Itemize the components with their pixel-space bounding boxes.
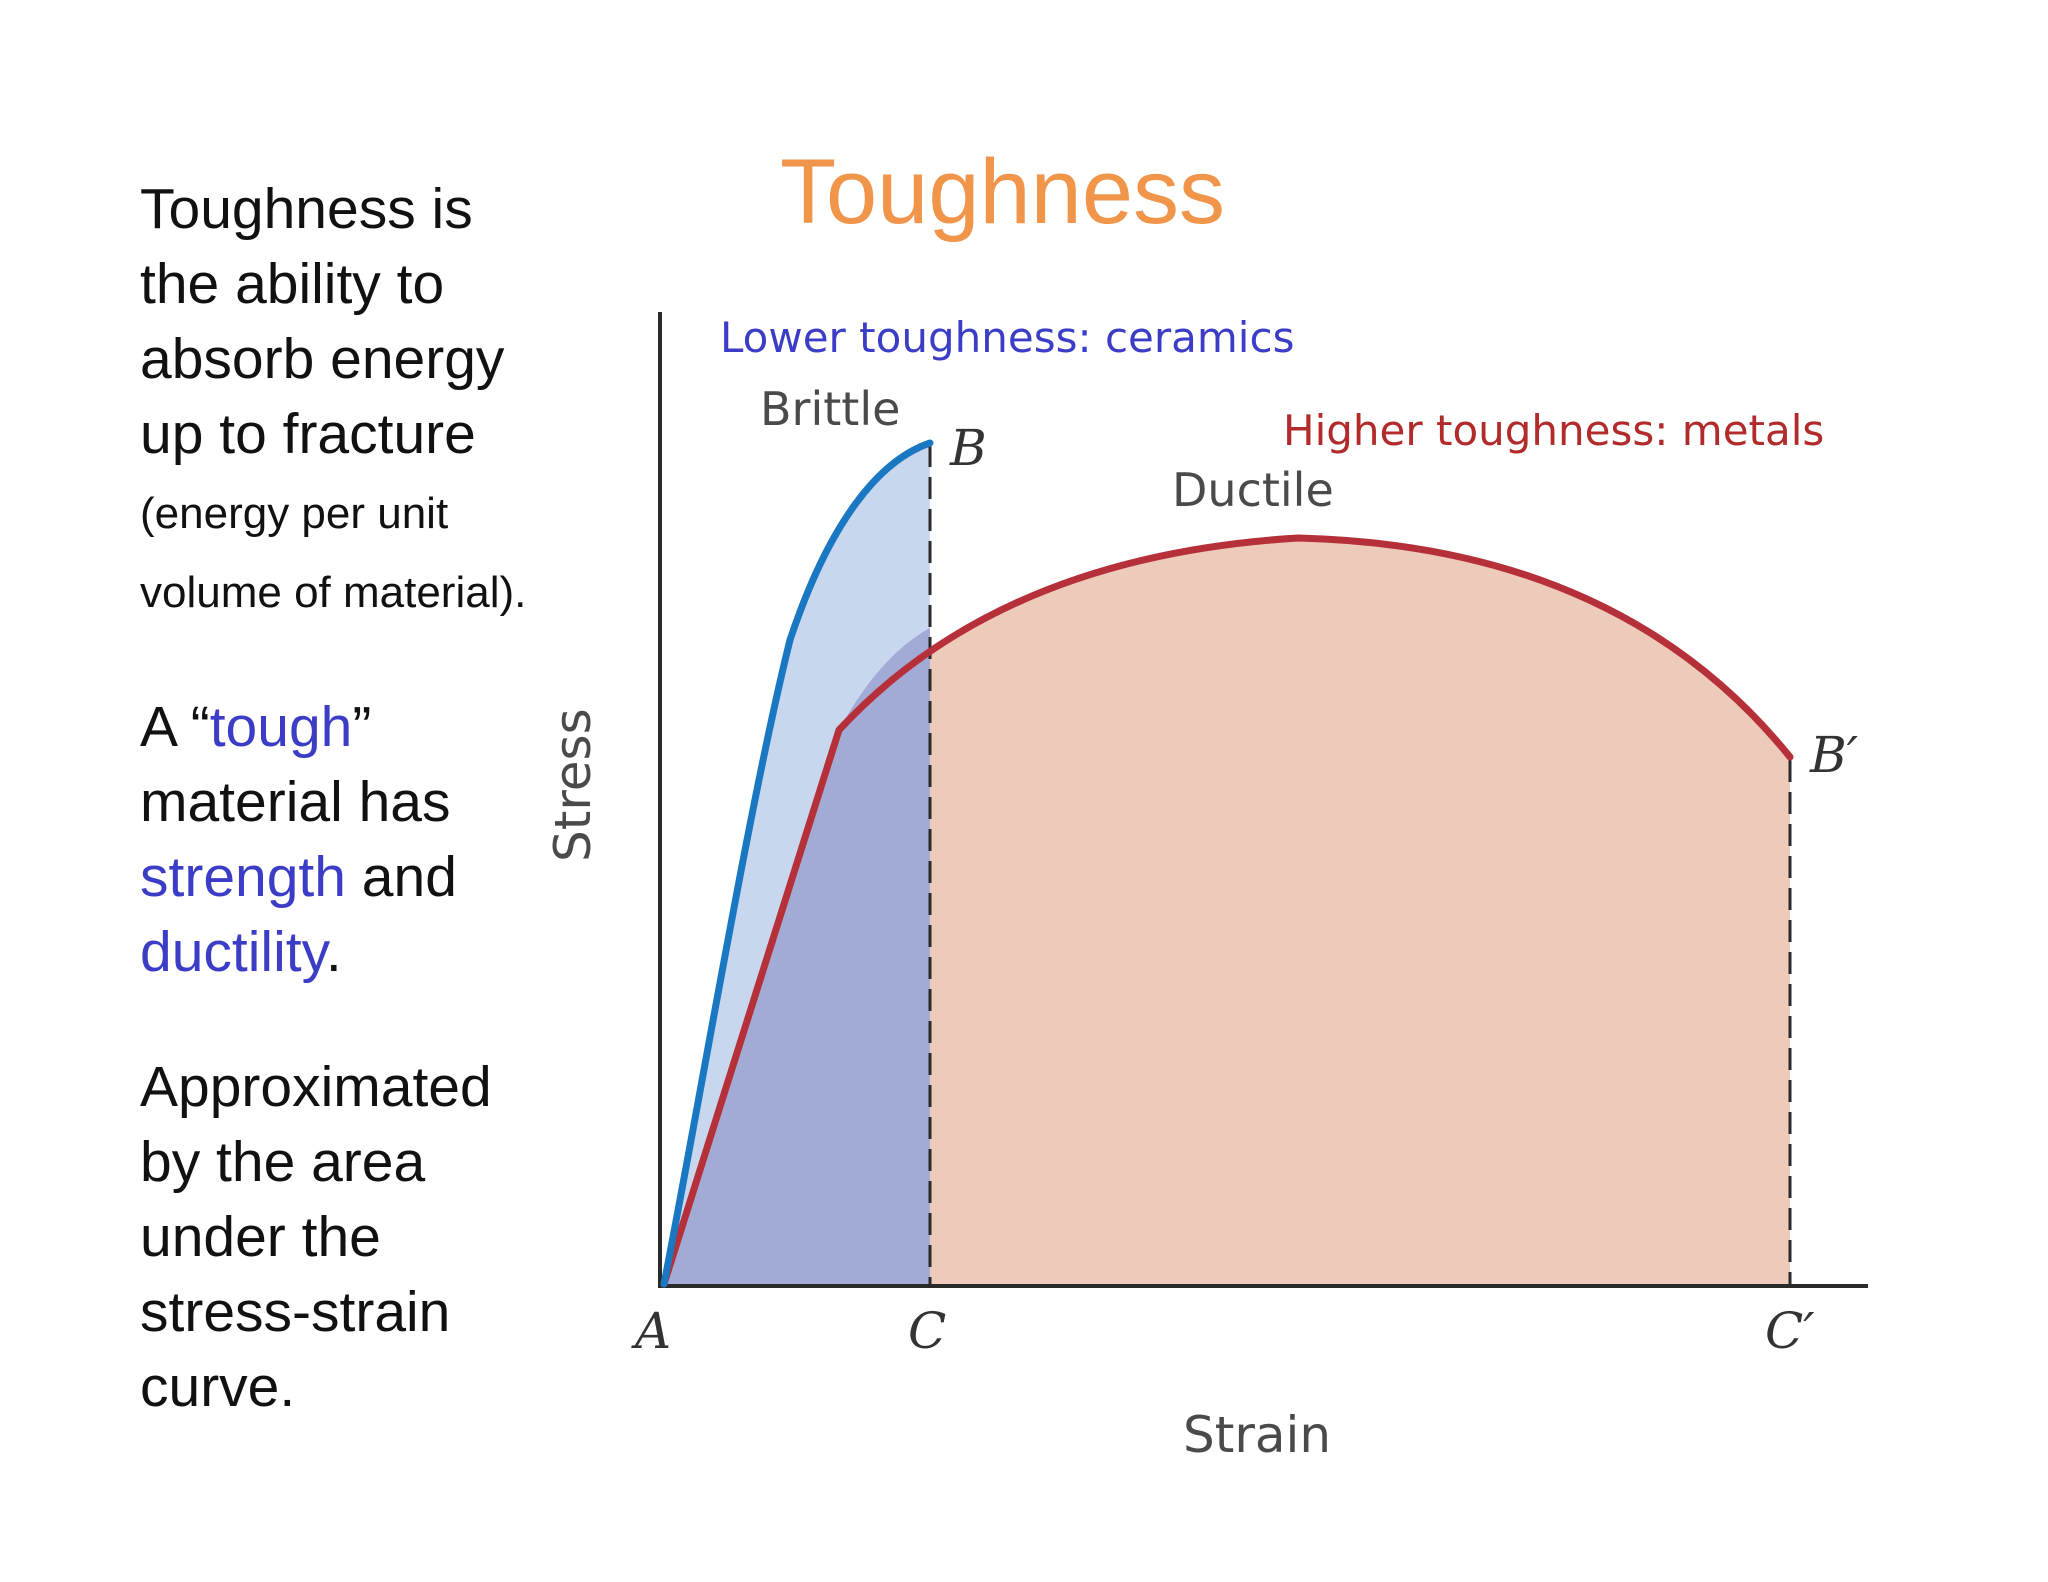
approximation-paragraph: Approximated by the area under the stres… [140, 1055, 492, 1419]
tough-material-paragraph: A “tough” material has strength and duct… [140, 690, 560, 990]
definition-note: (energy per unit volume of material). [140, 489, 527, 617]
and-text: and [345, 845, 457, 909]
brittle-curve [660, 439, 934, 1288]
definition-main: Toughness is the ability to absorb energ… [140, 177, 505, 466]
ductility-word: ductility [140, 920, 326, 984]
slide-title: Toughness [780, 141, 1225, 243]
point-b-label: B [949, 419, 987, 477]
y-axis-label: Stress [544, 708, 602, 862]
overlap-area [662, 628, 930, 1286]
period-text: . [325, 920, 342, 984]
strength-word: strength [140, 845, 346, 909]
point-a-label: A [631, 1302, 671, 1360]
tough-word: tough [209, 695, 353, 759]
brittle-label: Brittle [760, 382, 900, 436]
point-c-label: C [908, 1302, 946, 1360]
x-axis-label: Strain [1183, 1406, 1331, 1464]
higher-toughness-annotation: Higher toughness: metals [1283, 406, 1824, 455]
quote-open-text: A “ [140, 695, 210, 759]
lower-toughness-annotation: Lower toughness: ceramics [720, 313, 1294, 362]
explanation-text: Toughness is the ability to absorb energ… [140, 172, 560, 1425]
ductile-curve [660, 534, 1794, 1288]
material-has-text: ” material has [140, 695, 451, 834]
ductile-area [662, 538, 1790, 1286]
definition-paragraph: Toughness is the ability to absorb energ… [140, 172, 560, 630]
point-c-prime-label: C′ [1765, 1302, 1815, 1360]
ductile-label: Ductile [1172, 463, 1334, 517]
point-b-prime-label: B′ [1809, 726, 1859, 784]
